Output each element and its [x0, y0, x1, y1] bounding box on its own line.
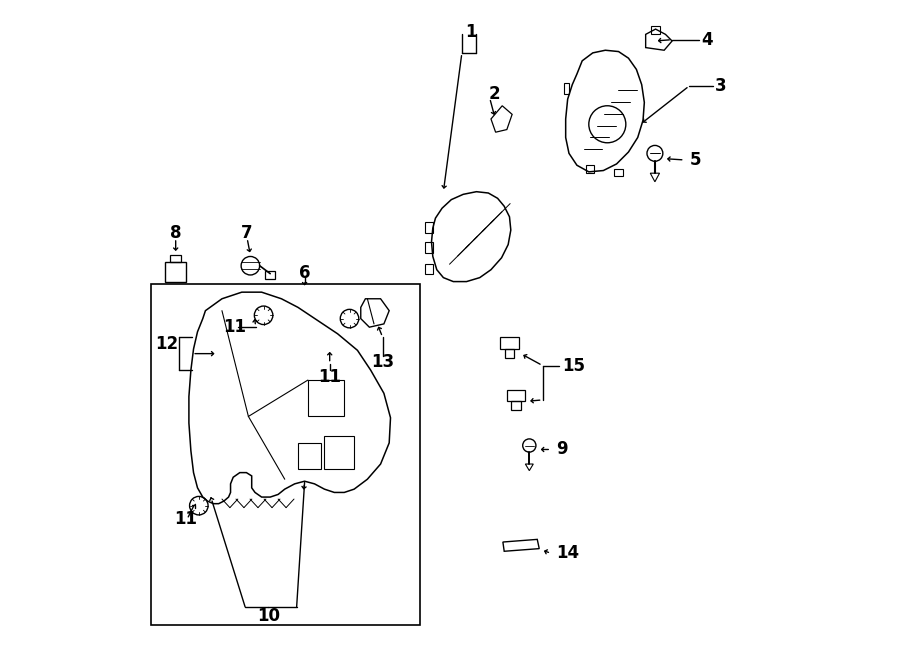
Text: 5: 5 [689, 151, 701, 169]
Text: 15: 15 [562, 356, 585, 375]
Text: 13: 13 [371, 352, 394, 371]
Text: 12: 12 [156, 334, 179, 353]
Text: 10: 10 [256, 607, 280, 625]
Text: 1: 1 [465, 22, 477, 41]
Bar [151, 284, 420, 625]
Text: 11: 11 [224, 318, 247, 336]
Text: 4: 4 [701, 30, 713, 49]
Text: 11: 11 [174, 510, 197, 528]
Text: 14: 14 [556, 544, 579, 563]
Text: 3: 3 [715, 77, 726, 95]
Text: 7: 7 [241, 223, 253, 242]
Text: 11: 11 [319, 368, 341, 386]
Text: 6: 6 [299, 264, 310, 282]
Text: 2: 2 [489, 85, 500, 103]
Text: 9: 9 [556, 440, 567, 459]
Text: 8: 8 [170, 223, 182, 242]
